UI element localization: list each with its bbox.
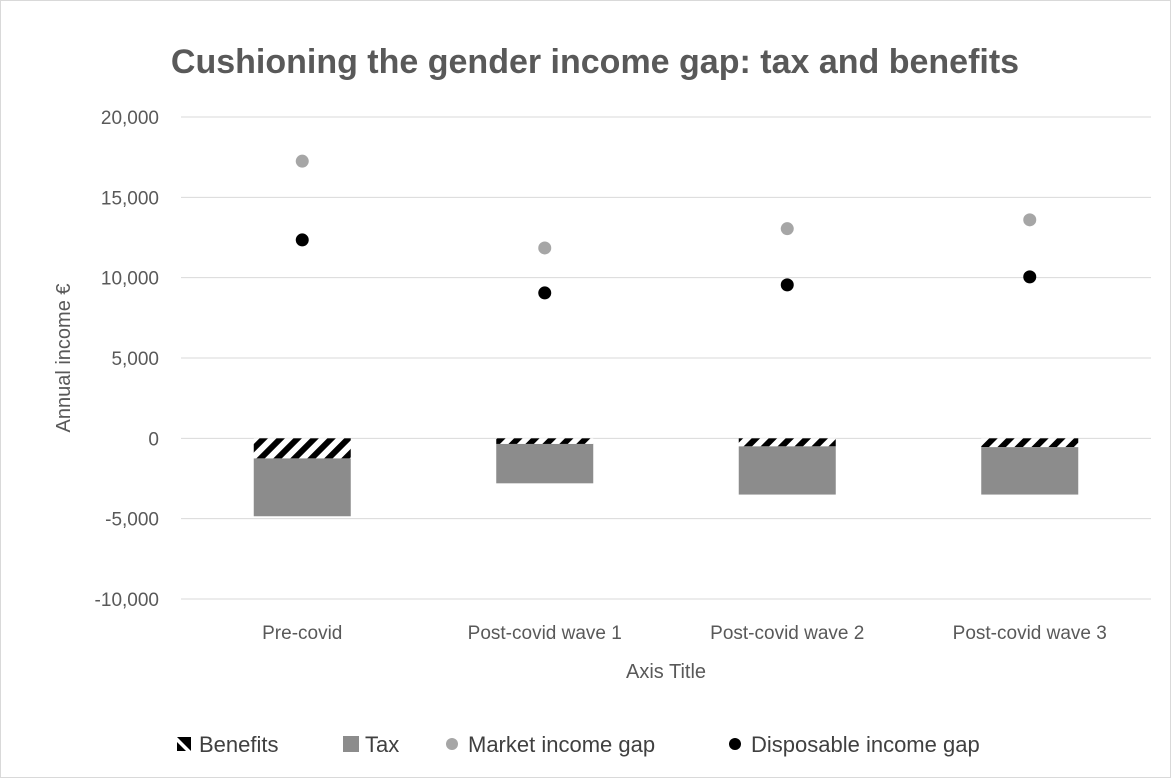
markers [295, 154, 1037, 300]
legend-label: Tax [365, 732, 399, 757]
disposable-income-gap-point [538, 286, 552, 300]
benefits-bar [253, 438, 351, 459]
x-tick-label: Pre-covid [262, 623, 342, 644]
legend-label: Market income gap [468, 732, 655, 757]
chart-title: Cushioning the gender income gap: tax an… [171, 43, 1019, 81]
y-tick-label: 10,000 [101, 269, 159, 290]
y-tick-label: 20,000 [101, 108, 159, 129]
x-tick-label: Post-covid wave 2 [710, 623, 864, 644]
legend-label: Benefits [199, 732, 279, 757]
market-income-gap-point [538, 241, 552, 255]
legend-tax-swatch [343, 736, 359, 752]
market-income-gap-point [295, 154, 309, 168]
y-axis-ticks: 20,000 15,000 10,000 5,000 0 -5,000 -10,000 [95, 108, 159, 611]
y-tick-label: 5,000 [111, 349, 159, 370]
legend-label: Disposable income gap [751, 732, 980, 757]
x-tick-label: Post-covid wave 1 [468, 623, 622, 644]
x-tick-label: Post-covid wave 3 [953, 623, 1107, 644]
market-income-gap-point [1023, 213, 1037, 227]
legend-benefits-swatch-part [177, 742, 186, 751]
y-axis-title: Annual income € [53, 284, 75, 433]
gridlines [181, 116, 1151, 600]
y-tick-label: -10,000 [95, 590, 159, 611]
legend: Benefits Tax Market income gap Disposable i… [177, 732, 980, 757]
disposable-income-gap-point [295, 233, 309, 247]
bars [253, 438, 1079, 517]
x-axis-ticks: Pre-covid Post-covid wave 1 Post-covid wav… [262, 623, 1107, 644]
tax-bar [738, 446, 836, 495]
disposable-income-gap-point [780, 278, 794, 292]
benefits-bar [981, 438, 1079, 448]
benefits-bar [496, 438, 594, 444]
x-axis-title: Axis Title [626, 661, 706, 683]
legend-marker [729, 738, 741, 750]
tax-bar [496, 443, 594, 484]
tax-bar [981, 447, 1079, 495]
tax-bar [253, 458, 351, 517]
legend-benefits-swatch [177, 737, 191, 751]
y-tick-label: 0 [148, 429, 159, 450]
benefits-bar [738, 438, 836, 447]
y-tick-label: 15,000 [101, 188, 159, 209]
market-income-gap-point [780, 222, 794, 236]
y-tick-label: -5,000 [105, 510, 159, 531]
legend-marker [446, 738, 458, 750]
disposable-income-gap-point [1023, 270, 1037, 284]
